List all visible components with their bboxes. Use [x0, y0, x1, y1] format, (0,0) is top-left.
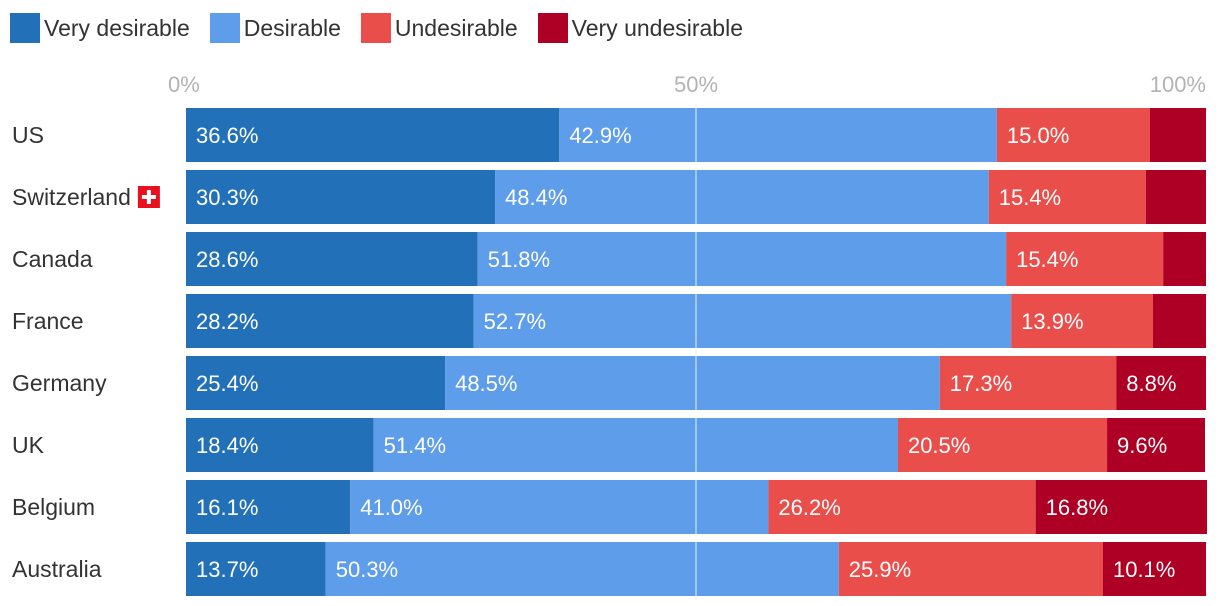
legend-item-very-desirable[interactable]: Very desirable	[10, 13, 190, 43]
data-label: 48.4%	[505, 185, 567, 210]
category-label: France	[12, 308, 84, 334]
bar-segment-very-undesirable[interactable]	[1107, 418, 1205, 472]
bar-segment-undesirable[interactable]	[988, 170, 1146, 224]
bar-segment-undesirable[interactable]	[1006, 232, 1164, 286]
x-tick-label: 50%	[674, 72, 718, 97]
data-label: 28.2%	[196, 309, 258, 334]
bar-segment-undesirable[interactable]	[1011, 294, 1153, 348]
data-label: 51.4%	[384, 433, 446, 458]
data-label: 9.6%	[1117, 433, 1167, 458]
legend-swatch-very-undesirable	[537, 13, 568, 43]
data-label: 41.0%	[360, 495, 422, 520]
bar-segment-very-undesirable[interactable]	[1152, 294, 1206, 348]
category-label: Australia	[12, 556, 102, 582]
category-label: Canada	[12, 246, 93, 272]
data-label: 8.8%	[1126, 371, 1176, 396]
bar-segment-undesirable[interactable]	[939, 356, 1117, 410]
legend-label: Very undesirable	[571, 14, 743, 41]
data-label: 26.2%	[778, 495, 840, 520]
bar-segment-very-undesirable[interactable]	[1102, 542, 1206, 596]
data-label: 51.8%	[488, 247, 550, 272]
bar-segment-undesirable[interactable]	[768, 480, 1036, 534]
data-label: 18.4%	[196, 433, 258, 458]
data-label: 15.0%	[1007, 123, 1069, 148]
bar-segment-very-undesirable[interactable]	[1116, 356, 1206, 410]
legend-label: Undesirable	[394, 14, 518, 41]
bar-segment-desirable[interactable]	[477, 232, 1007, 286]
bar-segment-desirable[interactable]	[559, 108, 997, 162]
category-label: UK	[12, 432, 45, 458]
swiss-flag-icon	[137, 186, 160, 208]
legend-item-desirable[interactable]: Desirable	[209, 13, 341, 43]
bar-segment-very-desirable[interactable]	[186, 232, 478, 286]
legend-swatch-undesirable	[360, 13, 391, 43]
legend-item-undesirable[interactable]: Undesirable	[360, 13, 518, 43]
category-label: Belgium	[12, 494, 95, 520]
bar-segment-desirable[interactable]	[445, 356, 940, 410]
bar-segment-desirable[interactable]	[473, 294, 1012, 348]
data-label: 30.3%	[196, 185, 258, 210]
legend-swatch-very-desirable	[10, 13, 40, 43]
bar-segment-desirable[interactable]	[325, 542, 839, 596]
legend-swatch-desirable	[209, 13, 240, 43]
bar-segment-very-desirable[interactable]	[186, 418, 374, 472]
bar-segment-undesirable[interactable]	[996, 108, 1150, 162]
bar-segment-very-desirable[interactable]	[186, 542, 326, 596]
data-label: 16.8%	[1046, 495, 1108, 520]
bar-segment-very-undesirable[interactable]	[1149, 108, 1206, 162]
bar-segment-very-desirable[interactable]	[186, 480, 351, 534]
legend-label: Very desirable	[44, 14, 190, 41]
data-label: 42.9%	[569, 123, 631, 148]
data-label: 25.9%	[849, 557, 911, 582]
legend-item-very-undesirable[interactable]: Very undesirable	[537, 13, 743, 43]
bar-segment-very-desirable[interactable]	[186, 170, 496, 224]
data-label: 13.9%	[1021, 309, 1083, 334]
data-label: 25.4%	[196, 371, 258, 396]
data-label: 17.3%	[950, 371, 1012, 396]
bar-segment-very-undesirable[interactable]	[1145, 170, 1206, 224]
x-tick-label: 0%	[168, 72, 200, 97]
bar-segment-desirable[interactable]	[373, 418, 898, 472]
bar-segment-undesirable[interactable]	[838, 542, 1103, 596]
category-label: Switzerland	[12, 184, 131, 210]
data-label: 36.6%	[196, 123, 258, 148]
data-label: 13.7%	[196, 557, 258, 582]
data-label: 28.6%	[196, 247, 258, 272]
bar-segment-very-undesirable[interactable]	[1035, 480, 1208, 534]
category-label: US	[12, 122, 44, 148]
data-label: 16.1%	[196, 495, 258, 520]
data-label: 20.5%	[908, 433, 970, 458]
category-label: Germany	[12, 370, 107, 396]
bar-segment-very-desirable[interactable]	[186, 356, 446, 410]
x-tick-label: 100%	[1150, 72, 1206, 97]
data-label: 15.4%	[1016, 247, 1078, 272]
data-label: 15.4%	[999, 185, 1061, 210]
bar-segment-undesirable[interactable]	[897, 418, 1108, 472]
data-label: 10.1%	[1113, 557, 1175, 582]
data-label: 52.7%	[484, 309, 546, 334]
bar-segment-very-desirable[interactable]	[186, 108, 560, 162]
bar-segment-desirable[interactable]	[495, 170, 989, 224]
bar-segment-desirable[interactable]	[350, 480, 769, 534]
data-label: 48.5%	[455, 371, 517, 396]
legend-label: Desirable	[243, 14, 341, 41]
data-label: 50.3%	[336, 557, 398, 582]
legend: Very desirable Desirable Undesirable Ver…	[10, 13, 763, 43]
bar-segment-very-undesirable[interactable]	[1163, 232, 1206, 286]
bar-segment-very-desirable[interactable]	[186, 294, 474, 348]
